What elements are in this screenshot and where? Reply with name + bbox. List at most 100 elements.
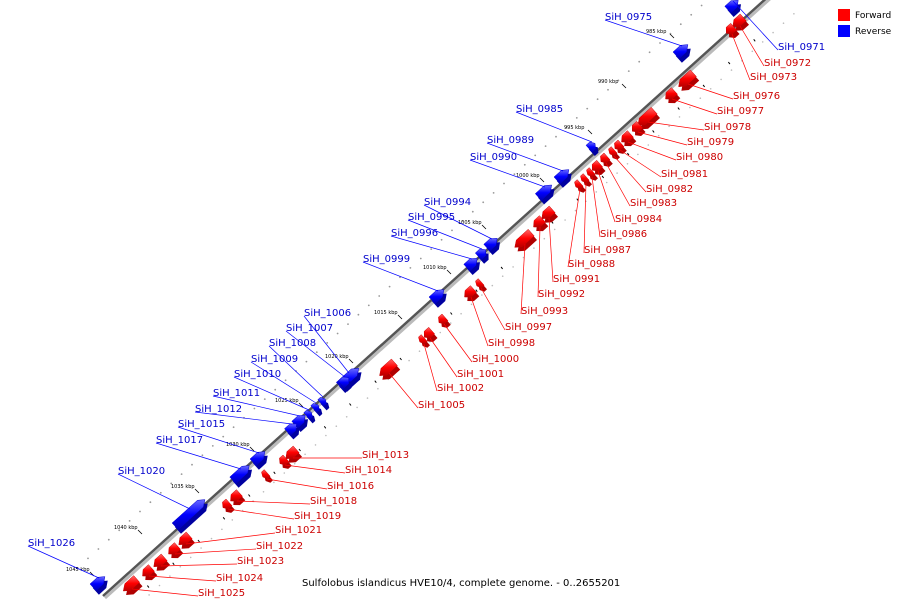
gene-label-SiH_1015[interactable]: SiH_1015 [177, 419, 260, 454]
gene-label-SiH_1011[interactable]: SiH_1011 [212, 388, 301, 417]
gene-arrow-SiH_1022[interactable] [168, 542, 184, 559]
gene-arrow-SiH_1018[interactable] [230, 489, 246, 506]
gene-label-SiH_1005[interactable]: SiH_1005 [388, 372, 465, 411]
gene-label-SiH_1010[interactable]: SiH_1010 [233, 369, 310, 411]
gene-label-SiH_1022[interactable]: SiH_1022 [174, 541, 303, 555]
gene-arrow-SiH_1021[interactable] [178, 531, 195, 549]
gene-arrow-SiH_0984[interactable] [591, 159, 606, 175]
gene-arrow-SiH_0994[interactable] [483, 238, 500, 255]
gene-label-SiH_0988[interactable]: SiH_0988 [567, 188, 615, 270]
gene-label-SiH_0980[interactable]: SiH_0980 [627, 141, 723, 163]
gene-arrow-SiH_0986[interactable] [586, 167, 599, 181]
gene-label-SiH_1012[interactable]: SiH_1012 [194, 404, 293, 425]
gene-arrow-SiH_1005[interactable] [379, 358, 401, 380]
gene-label-SiH_0983[interactable]: SiH_0983 [605, 162, 677, 209]
gene-label-SiH_0986[interactable]: SiH_0986 [591, 176, 647, 240]
gene-label-SiH_0998[interactable]: SiH_0998 [470, 296, 535, 349]
gene-arrow-SiH_1024[interactable] [142, 564, 158, 581]
gene-label-SiH_1009[interactable]: SiH_1009 [250, 354, 317, 404]
gene-label-SiH_0972[interactable]: SiH_0972 [739, 25, 811, 69]
gene-arrow-SiH_1020[interactable] [171, 499, 208, 534]
gene-arrow-SiH_0975[interactable] [672, 44, 691, 63]
gene-arrow-SiH_0980[interactable] [621, 130, 637, 147]
gene-label-SiH_0994[interactable]: SiH_0994 [423, 197, 493, 240]
gene-label-SiH_0993[interactable]: SiH_0993 [520, 243, 568, 317]
gene-arrow-SiH_0981[interactable] [614, 139, 627, 154]
gene-arrow-SiH_0985[interactable] [585, 141, 599, 156]
gene-arrow-SiH_0987[interactable] [580, 173, 593, 187]
gene-label-SiH_1017[interactable]: SiH_1017 [155, 435, 242, 470]
gene-arrow-SiH_1026[interactable] [89, 576, 108, 595]
gene-label-SiH_1026[interactable]: SiH_1026 [27, 538, 100, 579]
gene-label-SiH_0989[interactable]: SiH_0989 [486, 135, 564, 172]
gene-arrow-SiH_0973[interactable] [725, 22, 740, 38]
gene-arrow-SiH_0993[interactable] [514, 228, 537, 252]
gene-arrow-SiH_0995[interactable] [474, 248, 489, 264]
gene-arrow-SiH_0971[interactable] [724, 0, 741, 17]
gene-arrow-SiH_0997[interactable] [475, 278, 488, 292]
gene-arrow-SiH_1008[interactable] [317, 397, 330, 411]
gene-label-SiH_1000[interactable]: SiH_1000 [443, 323, 519, 365]
gene-label-SiH_1014[interactable]: SiH_1014 [284, 464, 392, 476]
gene-arrow-SiH_1001[interactable] [423, 326, 438, 342]
gene-arrow-SiH_0983[interactable] [600, 152, 613, 167]
gene-label-SiH_1006[interactable]: SiH_1006 [303, 308, 351, 374]
gene-arrow-SiH_1010[interactable] [303, 410, 316, 424]
gene-label-SiH_1007[interactable]: SiH_1007 [285, 323, 346, 378]
gene-label-SiH_1001[interactable]: SiH_1001 [429, 337, 504, 380]
gene-label-SiH_1008[interactable]: SiH_1008 [268, 338, 324, 398]
gene-arrow-SiH_1009[interactable] [310, 403, 323, 417]
gene-arrow-SiH_0991[interactable] [541, 205, 558, 223]
gene-arrow-SiH_0977[interactable] [665, 87, 681, 104]
gene-label-SiH_1002[interactable]: SiH_1002 [423, 343, 484, 394]
gene-arrow-SiH_1016[interactable] [261, 469, 274, 483]
gene-label-SiH_1020[interactable]: SiH_1020 [117, 466, 191, 510]
gene-label-SiH_0990[interactable]: SiH_0990 [469, 152, 546, 188]
gene-label-SiH_0985[interactable]: SiH_0985 [515, 104, 593, 143]
gene-label-SiH_0971[interactable]: SiH_0971 [732, 0, 825, 53]
gene-label-SiH_1025[interactable]: SiH_1025 [131, 588, 245, 599]
gene-label-SiH_0992[interactable]: SiH_0992 [537, 226, 585, 300]
gene-label-SiH_1019[interactable]: SiH_1019 [227, 508, 341, 522]
gene-arrow-SiH_1007[interactable] [337, 376, 352, 392]
gene-label-SiH_0991[interactable]: SiH_0991 [548, 217, 600, 285]
gene-label-SiH_0976[interactable]: SiH_0976 [687, 83, 780, 102]
gene-arrow-SiH_1000[interactable] [438, 313, 451, 328]
gene-label-SiH_0979[interactable]: SiH_0979 [637, 131, 734, 148]
gene-label-SiH_0984[interactable]: SiH_0984 [597, 170, 662, 225]
gene-label-SiH_1013[interactable]: SiH_1013 [293, 450, 409, 461]
gene-label-SiH_1021[interactable]: SiH_1021 [185, 525, 322, 545]
gene-arrow-SiH_1012[interactable] [284, 423, 300, 440]
gene-label-SiH_0981[interactable]: SiH_0981 [619, 149, 708, 180]
gene-label-SiH_0997[interactable]: SiH_0997 [480, 287, 552, 333]
gene-label-SiH_1024[interactable]: SiH_1024 [148, 573, 263, 584]
gene-label-SiH_0973[interactable]: SiH_0973 [731, 33, 797, 83]
gene-arrow-SiH_0989[interactable] [553, 169, 572, 188]
gene-arrow-SiH_1025[interactable] [122, 575, 143, 595]
gene-label-SiH_1016[interactable]: SiH_1016 [266, 478, 374, 492]
gene-label-SiH_1018[interactable]: SiH_1018 [236, 496, 357, 507]
gene-label-SiH_0995[interactable]: SiH_0995 [407, 212, 483, 250]
gene-label-SiH_0987[interactable]: SiH_0987 [583, 182, 631, 256]
gene-arrow-SiH_1017[interactable] [229, 465, 252, 488]
gene-arrow-SiH_0992[interactable] [533, 215, 549, 232]
gene-arrow-SiH_0998[interactable] [464, 285, 480, 302]
gene-arrow-SiH_0972[interactable] [732, 13, 749, 31]
gene-arrow-SiH_0990[interactable] [534, 184, 555, 205]
gene-arrow-SiH_1014[interactable] [279, 454, 292, 469]
gene-label-SiH_1023[interactable]: SiH_1023 [160, 556, 284, 567]
gene-label-SiH_0999[interactable]: SiH_0999 [362, 254, 439, 292]
gene-arrow-SiH_0978[interactable] [637, 106, 660, 130]
gene-label-SiH_0982[interactable]: SiH_0982 [613, 155, 693, 195]
gene-label-SiH_0975[interactable]: SiH_0975 [604, 12, 683, 47]
gene-arrow-SiH_1002[interactable] [418, 334, 431, 348]
gene-label-SiH_0978[interactable]: SiH_0978 [647, 121, 751, 133]
gene-arrow-SiH_0996[interactable] [463, 258, 480, 275]
gene-arrow-SiH_1013[interactable] [285, 445, 302, 463]
gene-arrow-SiH_1023[interactable] [153, 553, 170, 571]
gene-arrow-SiH_0976[interactable] [678, 69, 700, 91]
gene-arrow-SiH_0999[interactable] [428, 289, 447, 308]
gene-label-SiH_0977[interactable]: SiH_0977 [671, 98, 764, 117]
gene-arrow-SiH_1015[interactable] [249, 451, 268, 470]
gene-arrow-SiH_0982[interactable] [608, 146, 621, 160]
